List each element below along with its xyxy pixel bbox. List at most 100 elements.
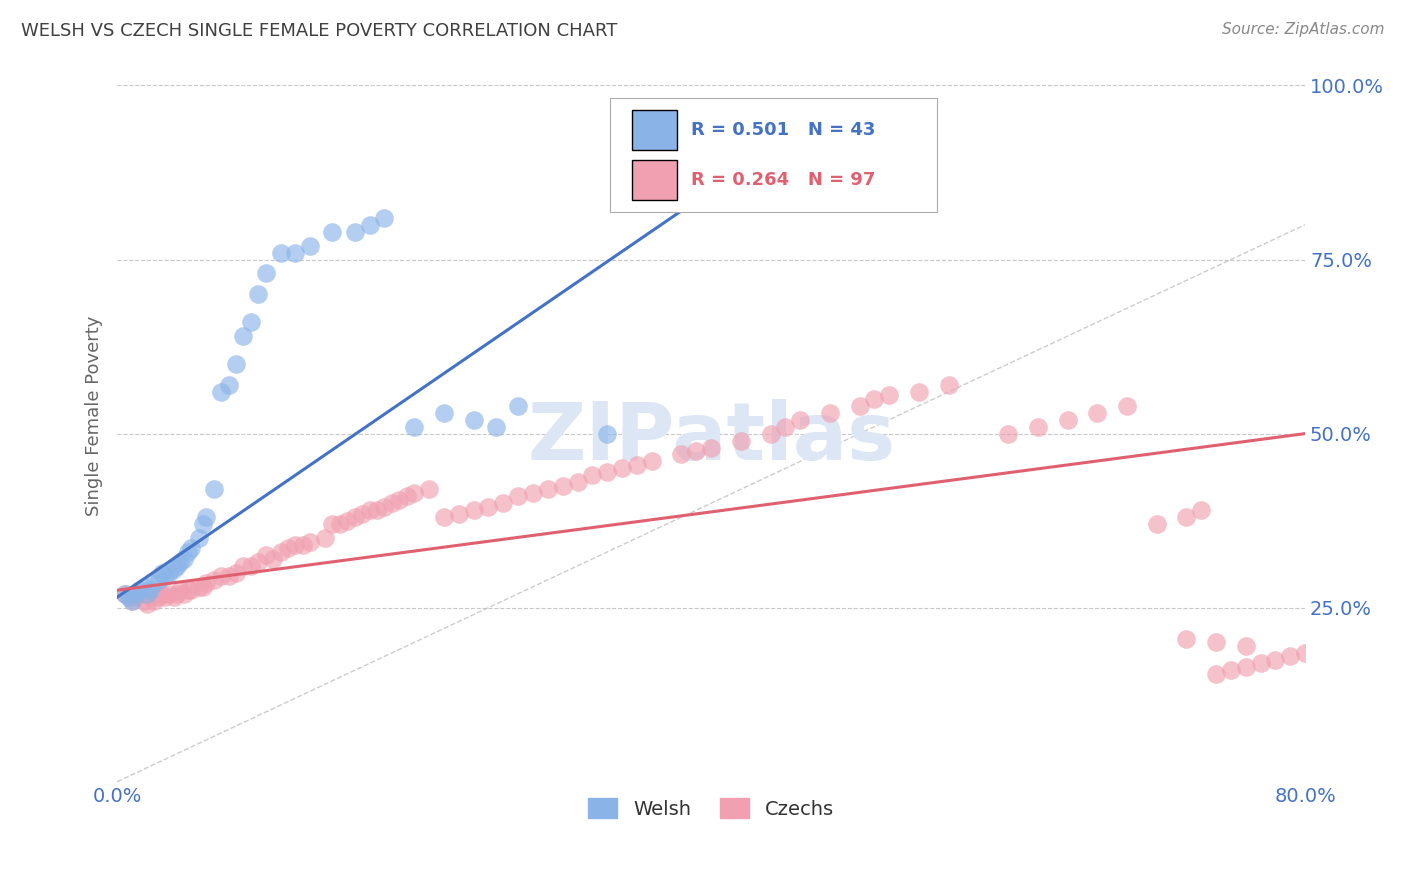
Point [157, 566, 180, 580]
Point [938, 377, 960, 392]
Point [418, 483, 440, 497]
Point [128, 583, 150, 598]
Point [150, 587, 173, 601]
Point [166, 587, 188, 601]
Point [463, 503, 485, 517]
Point [232, 558, 254, 573]
Point [485, 419, 508, 434]
Point [388, 492, 411, 507]
Point [381, 496, 404, 510]
Point [1219, 663, 1241, 677]
Point [447, 507, 470, 521]
Point [247, 287, 270, 301]
Point [1205, 666, 1227, 681]
Point [1175, 510, 1198, 524]
Point [775, 419, 797, 434]
Point [124, 591, 146, 605]
Point [997, 426, 1019, 441]
Point [180, 583, 202, 598]
Point [343, 510, 366, 524]
Point [567, 475, 589, 490]
Y-axis label: Single Female Poverty: Single Female Poverty [86, 316, 103, 516]
Point [700, 441, 723, 455]
Point [336, 514, 359, 528]
Point [395, 489, 418, 503]
Point [232, 329, 254, 343]
Point [177, 545, 200, 559]
Text: ZIPatlas: ZIPatlas [527, 399, 896, 477]
Point [114, 587, 136, 601]
Point [150, 566, 173, 580]
Point [195, 576, 218, 591]
Point [477, 500, 499, 514]
Point [404, 419, 426, 434]
Point [121, 593, 143, 607]
Point [1056, 412, 1078, 426]
Point [551, 479, 574, 493]
Point [596, 465, 619, 479]
FancyBboxPatch shape [631, 110, 676, 150]
Point [202, 573, 225, 587]
Point [848, 399, 870, 413]
Point [277, 541, 299, 556]
Point [153, 591, 176, 605]
Point [314, 531, 336, 545]
Point [299, 534, 322, 549]
Point [195, 510, 218, 524]
Point [209, 569, 232, 583]
Point [366, 503, 388, 517]
Point [209, 384, 232, 399]
Point [522, 485, 544, 500]
Point [143, 576, 166, 591]
Point [139, 583, 162, 598]
Point [177, 583, 200, 598]
Point [254, 549, 277, 563]
Text: Source: ZipAtlas.com: Source: ZipAtlas.com [1222, 22, 1385, 37]
Point [193, 517, 215, 532]
Point [321, 225, 343, 239]
Point [162, 591, 184, 605]
Point [1205, 635, 1227, 649]
Point [329, 517, 352, 532]
Point [173, 587, 195, 601]
Point [1250, 657, 1272, 671]
Point [121, 593, 143, 607]
Point [187, 531, 209, 545]
Point [143, 593, 166, 607]
Text: WELSH VS CZECH SINGLE FEMALE POVERTY CORRELATION CHART: WELSH VS CZECH SINGLE FEMALE POVERTY COR… [21, 22, 617, 40]
Point [135, 587, 157, 601]
Point [187, 580, 209, 594]
Point [148, 573, 170, 587]
Point [270, 545, 292, 559]
Point [789, 412, 811, 426]
Legend: Welsh, Czechs: Welsh, Czechs [581, 790, 842, 827]
Point [218, 569, 240, 583]
Point [463, 412, 485, 426]
Point [132, 593, 155, 607]
Point [169, 555, 191, 569]
Point [596, 426, 619, 441]
Point [1264, 653, 1286, 667]
Point [1175, 632, 1198, 646]
FancyBboxPatch shape [631, 160, 676, 200]
Point [359, 218, 381, 232]
Point [908, 384, 931, 399]
Point [879, 388, 901, 402]
Point [124, 587, 146, 601]
Point [1116, 399, 1139, 413]
Point [1026, 419, 1049, 434]
Point [148, 591, 170, 605]
Point [173, 552, 195, 566]
Point [1279, 649, 1302, 664]
Point [641, 454, 664, 468]
Point [262, 552, 284, 566]
Point [218, 377, 240, 392]
Point [270, 245, 292, 260]
Point [284, 245, 307, 260]
Text: R = 0.501   N = 43: R = 0.501 N = 43 [690, 121, 876, 139]
Point [1294, 646, 1316, 660]
Text: R = 0.264   N = 97: R = 0.264 N = 97 [690, 170, 876, 189]
Point [166, 558, 188, 573]
Point [1234, 639, 1257, 653]
Point [239, 558, 262, 573]
